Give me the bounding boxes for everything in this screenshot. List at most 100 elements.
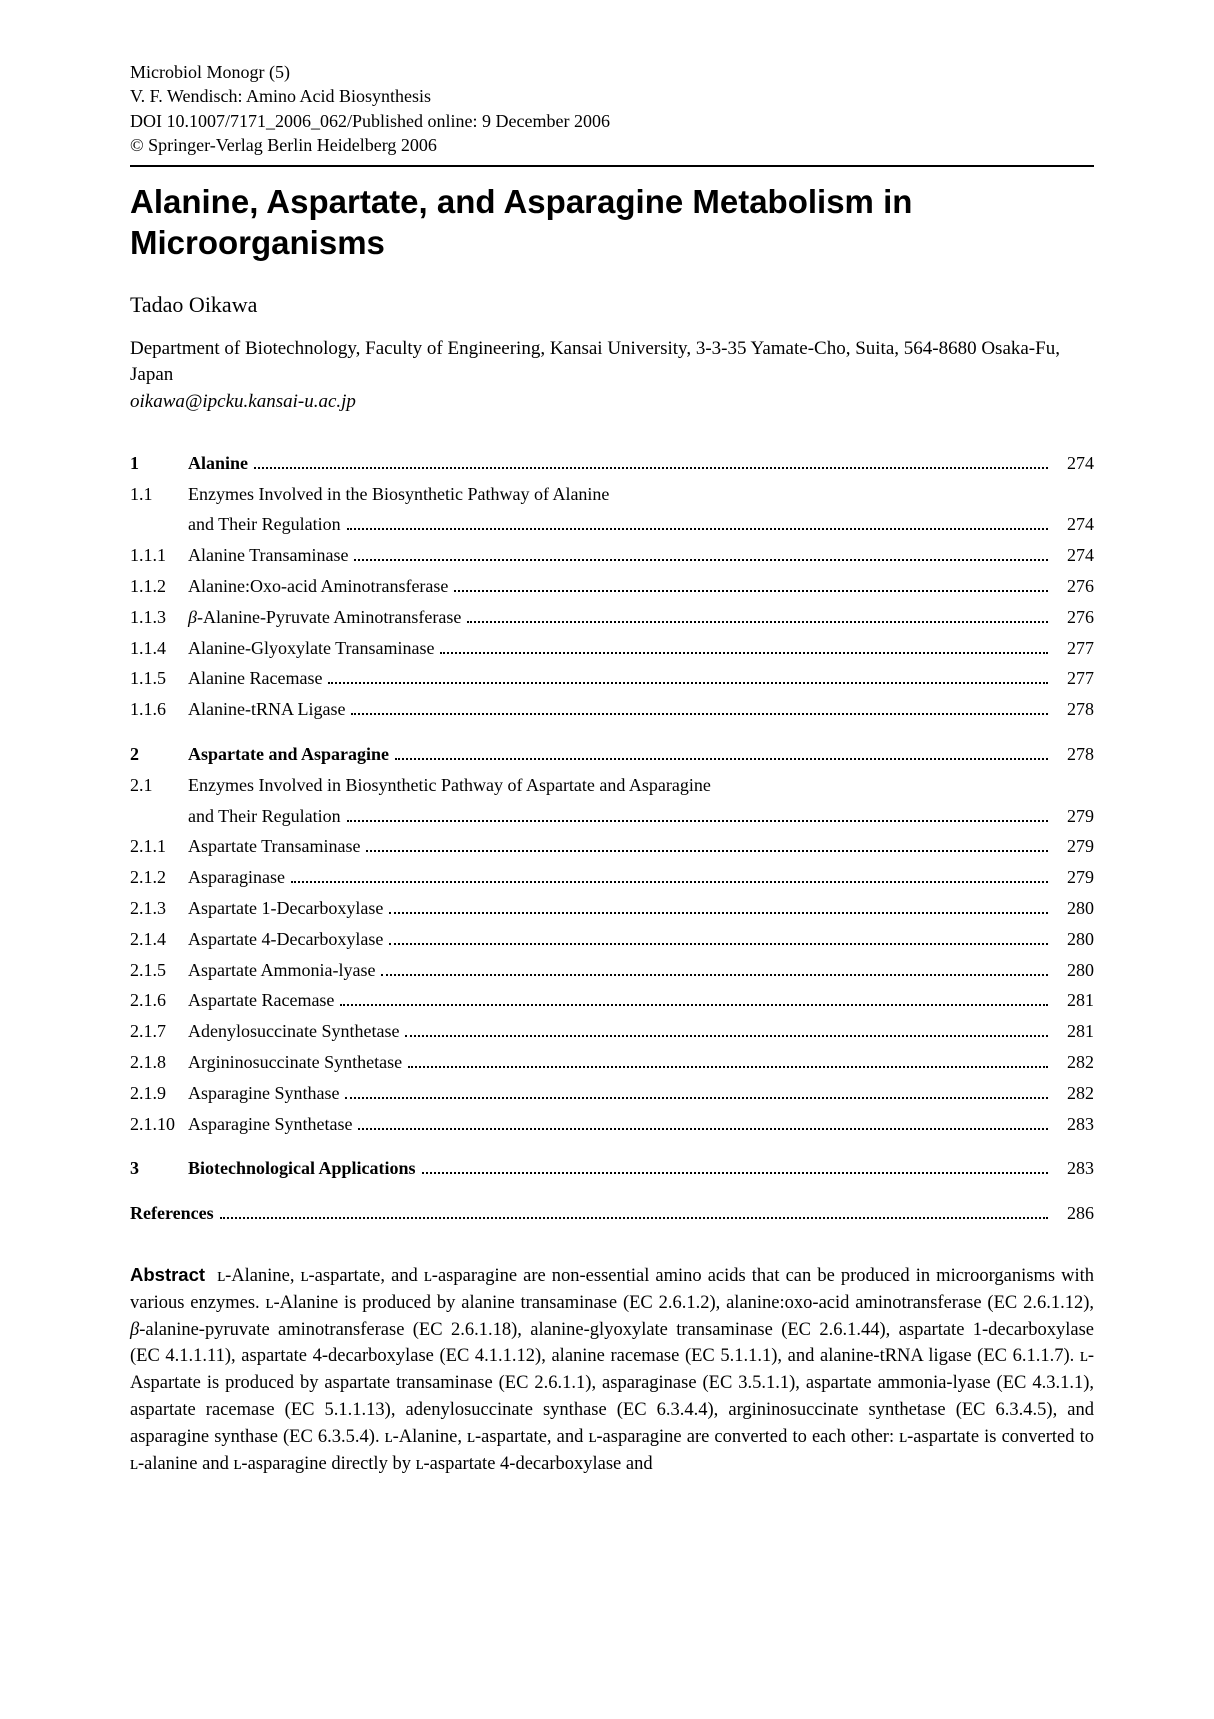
toc-page: 274 xyxy=(1054,510,1094,539)
toc-label: Aspartate and Asparagine xyxy=(188,740,389,769)
toc-num: 1.1.1 xyxy=(130,541,188,570)
toc-label: Alanine xyxy=(188,449,248,478)
toc-page: 274 xyxy=(1054,449,1094,478)
toc-dots xyxy=(408,1066,1048,1068)
toc-row: 2.1.5Aspartate Ammonia-lyase280 xyxy=(130,956,1094,985)
abstract-label: Abstract xyxy=(130,1264,205,1285)
toc-row: and Their Regulation279 xyxy=(130,802,1094,831)
toc-label: Aspartate 1-Decarboxylase xyxy=(188,894,383,923)
toc-label: References xyxy=(130,1199,214,1228)
toc-page: 276 xyxy=(1054,603,1094,632)
table-of-contents: 1Alanine2741.1Enzymes Involved in the Bi… xyxy=(130,449,1094,1228)
toc-page: 281 xyxy=(1054,986,1094,1015)
toc-dots xyxy=(395,758,1048,760)
toc-dots xyxy=(347,820,1048,822)
toc-label: Alanine Racemase xyxy=(188,664,322,693)
toc-page: 281 xyxy=(1054,1017,1094,1046)
toc-label: Aspartate Transaminase xyxy=(188,832,360,861)
affiliation: Department of Biotechnology, Faculty of … xyxy=(130,336,1094,389)
toc-page: 280 xyxy=(1054,894,1094,923)
toc-page: 282 xyxy=(1054,1079,1094,1108)
toc-num: 1.1.2 xyxy=(130,572,188,601)
toc-label: and Their Regulation xyxy=(188,510,341,539)
toc-page: 277 xyxy=(1054,634,1094,663)
toc-dots xyxy=(454,590,1048,592)
toc-page: 279 xyxy=(1054,802,1094,831)
toc-label: Alanine Transaminase xyxy=(188,541,348,570)
toc-row: and Their Regulation 274 xyxy=(130,510,1094,539)
toc-page: 278 xyxy=(1054,740,1094,769)
toc-dots xyxy=(422,1172,1048,1174)
toc-label: Argininosuccinate Synthetase xyxy=(188,1048,402,1077)
toc-row: 2.1.8Argininosuccinate Synthetase282 xyxy=(130,1048,1094,1077)
toc-num: 2.1.3 xyxy=(130,894,188,923)
toc-row: 2.1Enzymes Involved in Biosynthetic Path… xyxy=(130,771,1094,800)
series-line: Microbiol Monogr (5) xyxy=(130,60,1094,84)
toc-dots xyxy=(366,850,1048,852)
toc-row: 1.1.5Alanine Racemase 277 xyxy=(130,664,1094,693)
toc-dots xyxy=(351,713,1048,715)
toc-row: 1.1Enzymes Involved in the Biosynthetic … xyxy=(130,480,1094,509)
toc-num: 1.1.6 xyxy=(130,695,188,724)
toc-dots xyxy=(381,974,1048,976)
toc-num: 2.1.8 xyxy=(130,1048,188,1077)
toc-dots xyxy=(440,652,1048,654)
toc-num: 2.1.4 xyxy=(130,925,188,954)
toc-row: 1.1.6Alanine-tRNA Ligase278 xyxy=(130,695,1094,724)
toc-row: 2.1.4Aspartate 4-Decarboxylase280 xyxy=(130,925,1094,954)
toc-row: 2.1.2Asparaginase 279 xyxy=(130,863,1094,892)
copyright-line: © Springer-Verlag Berlin Heidelberg 2006 xyxy=(130,133,1094,157)
header-info: Microbiol Monogr (5) V. F. Wendisch: Ami… xyxy=(130,60,1094,157)
toc-num: 2.1 xyxy=(130,771,188,800)
editor-line: V. F. Wendisch: Amino Acid Biosynthesis xyxy=(130,84,1094,108)
toc-dots xyxy=(405,1035,1048,1037)
toc-dots xyxy=(389,943,1048,945)
divider xyxy=(130,165,1094,167)
toc-page: 286 xyxy=(1054,1199,1094,1228)
toc-page: 274 xyxy=(1054,541,1094,570)
toc-label: Enzymes Involved in the Biosynthetic Pat… xyxy=(188,480,609,509)
toc-label: Aspartate Racemase xyxy=(188,986,334,1015)
toc-row: 2.1.7Adenylosuccinate Synthetase281 xyxy=(130,1017,1094,1046)
toc-dots xyxy=(358,1128,1048,1130)
toc-dots xyxy=(254,467,1048,469)
toc-label: Alanine:Oxo-acid Aminotransferase xyxy=(188,572,448,601)
toc-row: References 286 xyxy=(130,1199,1094,1228)
toc-num: 3 xyxy=(130,1154,188,1183)
toc-label: β-Alanine-Pyruvate Aminotransferase xyxy=(188,603,461,632)
toc-row: 2.1.6Aspartate Racemase 281 xyxy=(130,986,1094,1015)
toc-dots xyxy=(345,1097,1048,1099)
toc-dots xyxy=(389,912,1048,914)
toc-page: 276 xyxy=(1054,572,1094,601)
toc-num: 2.1.1 xyxy=(130,832,188,861)
toc-dots xyxy=(220,1217,1048,1219)
toc-dots xyxy=(347,528,1048,530)
toc-num: 1.1.4 xyxy=(130,634,188,663)
toc-row: 2.1.3Aspartate 1-Decarboxylase 280 xyxy=(130,894,1094,923)
toc-row: 1Alanine274 xyxy=(130,449,1094,478)
toc-num: 1.1 xyxy=(130,480,188,509)
toc-page: 279 xyxy=(1054,863,1094,892)
toc-page: 280 xyxy=(1054,925,1094,954)
toc-num: 2.1.2 xyxy=(130,863,188,892)
toc-dots xyxy=(291,881,1048,883)
abstract: Abstract ʟ-Alanine, ʟ-aspartate, and ʟ-a… xyxy=(130,1262,1094,1478)
toc-label: Alanine-Glyoxylate Transaminase xyxy=(188,634,434,663)
toc-num: 2.1.6 xyxy=(130,986,188,1015)
author-email: oikawa@ipcku.kansai-u.ac.jp xyxy=(130,391,1094,413)
toc-page: 277 xyxy=(1054,664,1094,693)
toc-row: 2.1.10Asparagine Synthetase283 xyxy=(130,1110,1094,1139)
toc-label: Enzymes Involved in Biosynthetic Pathway… xyxy=(188,771,711,800)
toc-label: Adenylosuccinate Synthetase xyxy=(188,1017,399,1046)
article-title: Alanine, Aspartate, and Asparagine Metab… xyxy=(130,181,1094,264)
toc-row: 1.1.2Alanine:Oxo-acid Aminotransferase 27… xyxy=(130,572,1094,601)
toc-dots xyxy=(340,1004,1048,1006)
page: Microbiol Monogr (5) V. F. Wendisch: Ami… xyxy=(0,0,1214,1538)
toc-label: Asparaginase xyxy=(188,863,285,892)
toc-page: 278 xyxy=(1054,695,1094,724)
doi-line: DOI 10.1007/7171_2006_062/Published onli… xyxy=(130,109,1094,133)
toc-num: 2.1.5 xyxy=(130,956,188,985)
toc-num: 1.1.5 xyxy=(130,664,188,693)
toc-num: 1.1.3 xyxy=(130,603,188,632)
toc-label: Aspartate Ammonia-lyase xyxy=(188,956,375,985)
